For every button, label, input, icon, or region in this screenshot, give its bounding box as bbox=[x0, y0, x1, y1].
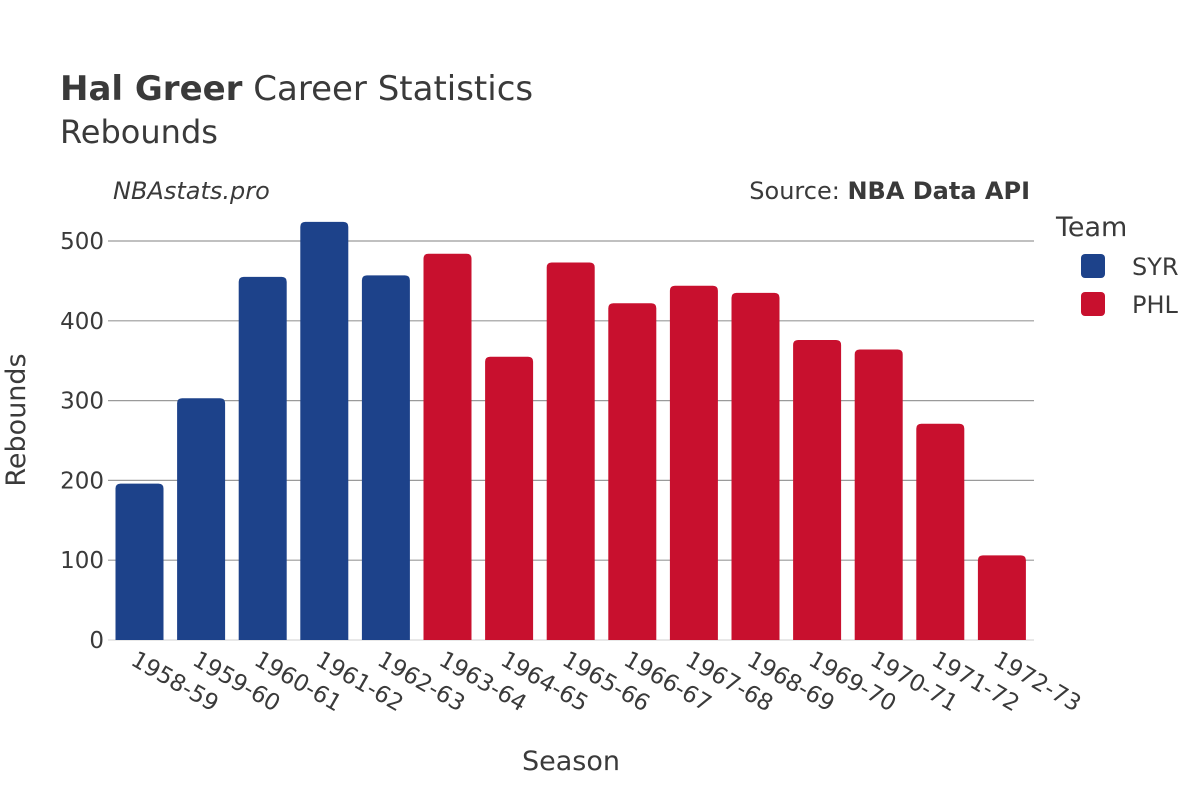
bar-1971-72[interactable] bbox=[916, 423, 965, 640]
y-axis-title: Rebounds bbox=[1, 353, 32, 486]
x-axis-title: Season bbox=[522, 746, 620, 777]
chart-title: Hal Greer Career Statistics bbox=[60, 69, 533, 109]
y-tick-label: 0 bbox=[89, 628, 104, 654]
legend-swatch-syr[interactable] bbox=[1081, 254, 1105, 278]
chart-subtitle: Rebounds bbox=[60, 113, 218, 151]
bar-1965-66[interactable] bbox=[546, 262, 595, 640]
legend[interactable]: SYR PHL bbox=[1081, 253, 1179, 319]
legend-label-syr[interactable]: SYR bbox=[1132, 253, 1179, 281]
source-name: NBA Data API bbox=[847, 177, 1030, 205]
chart-title-rest: Career Statistics bbox=[242, 69, 533, 109]
chart-title-player: Hal Greer bbox=[60, 69, 243, 109]
bar-1959-60[interactable] bbox=[177, 398, 226, 640]
bar-1967-68[interactable] bbox=[669, 285, 718, 640]
legend-swatch-phl[interactable] bbox=[1081, 292, 1105, 316]
x-axis-ticks: 1958-591959-601960-611961-621962-631963-… bbox=[127, 647, 1086, 718]
y-tick-label: 300 bbox=[60, 389, 104, 415]
y-tick-label: 400 bbox=[60, 309, 104, 335]
bar-1958-59[interactable] bbox=[115, 483, 164, 640]
watermark: NBAstats.pro bbox=[113, 177, 270, 205]
legend-title: Team bbox=[1055, 212, 1127, 243]
bar-1966-67[interactable] bbox=[608, 303, 657, 640]
bar-1960-61[interactable] bbox=[238, 276, 287, 640]
bars bbox=[108, 221, 1034, 641]
y-tick-label: 100 bbox=[60, 548, 104, 574]
y-tick-label: 500 bbox=[60, 229, 104, 255]
bar-1962-63[interactable] bbox=[361, 275, 410, 640]
bar-1972-73[interactable] bbox=[977, 555, 1026, 640]
bar-1970-71[interactable] bbox=[854, 349, 903, 640]
source-prefix: Source: bbox=[749, 177, 847, 205]
bar-1961-62[interactable] bbox=[300, 221, 349, 640]
source-note: Source: NBA Data API bbox=[749, 177, 1030, 205]
bar-1964-65[interactable] bbox=[485, 356, 534, 640]
bar-1963-64[interactable] bbox=[423, 253, 472, 640]
legend-label-phl[interactable]: PHL bbox=[1132, 291, 1179, 319]
bar-1969-70[interactable] bbox=[793, 339, 842, 640]
y-tick-label: 200 bbox=[60, 468, 104, 494]
bar-1968-69[interactable] bbox=[731, 292, 780, 640]
y-axis-ticks: 0 100 200 300 400 500 bbox=[60, 229, 104, 654]
